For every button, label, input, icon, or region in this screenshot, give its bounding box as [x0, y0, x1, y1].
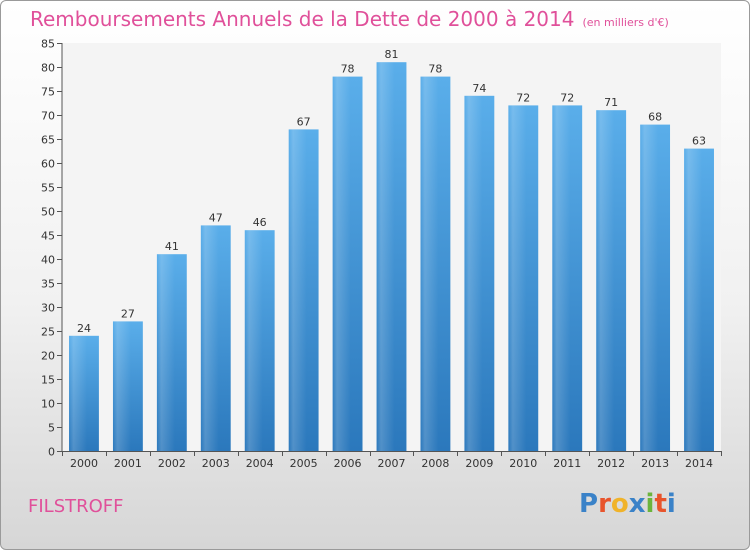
bar-value-label: 81 — [385, 48, 399, 61]
bar-highlight — [69, 335, 99, 451]
bar-highlight — [552, 105, 583, 452]
logo-letter: x — [628, 489, 646, 519]
bar-highlight — [156, 254, 187, 451]
bar-value-label: 27 — [121, 307, 135, 320]
y-tick-label: 0 — [48, 446, 55, 459]
y-tick-label: 60 — [41, 158, 55, 171]
x-tick-label: 2008 — [421, 457, 449, 470]
bar-highlight — [200, 225, 231, 451]
bar-highlight — [112, 321, 143, 451]
bar-highlight — [508, 105, 539, 452]
y-tick-label: 75 — [41, 86, 55, 99]
x-tick-label: 2006 — [334, 457, 362, 470]
y-tick-label: 50 — [41, 206, 55, 219]
proxiti-logo: Proxiti — [579, 489, 676, 519]
x-tick-label: 2014 — [685, 457, 713, 470]
bar-value-label: 47 — [209, 211, 223, 224]
bar-value-label: 24 — [77, 322, 91, 335]
y-tick-label: 40 — [41, 254, 55, 267]
x-tick-label: 2010 — [509, 457, 537, 470]
bar-highlight — [376, 62, 407, 451]
bar-value-label: 41 — [165, 240, 179, 253]
x-tick-label: 2001 — [114, 457, 142, 470]
logo-letter: i — [645, 489, 655, 519]
bar-value-label: 78 — [428, 63, 442, 76]
bar-highlight — [464, 95, 495, 452]
logo-letter: o — [610, 489, 629, 519]
bar-value-label: 72 — [560, 91, 574, 104]
bar-value-label: 67 — [297, 115, 311, 128]
bar-value-label: 72 — [516, 91, 530, 104]
chart-title: Remboursements Annuels de la Dette de 20… — [30, 7, 669, 31]
y-tick-label: 65 — [41, 134, 55, 147]
bar-value-label: 74 — [472, 82, 486, 95]
bar-highlight — [640, 124, 671, 451]
chart-unit: (en milliers d'€) — [582, 16, 669, 29]
bar-value-label: 68 — [648, 111, 662, 124]
logo-letter: t — [654, 489, 667, 519]
y-tick-label: 80 — [41, 62, 55, 75]
x-tick-label: 2004 — [246, 457, 274, 470]
bar-value-label: 71 — [604, 96, 618, 109]
y-tick-label: 25 — [41, 326, 55, 339]
x-tick-label: 2007 — [378, 457, 406, 470]
x-tick-label: 2003 — [202, 457, 230, 470]
bar-highlight — [684, 148, 714, 451]
logo-letter: i — [666, 489, 676, 519]
bar-value-label: 46 — [253, 216, 267, 229]
x-tick-label: 2011 — [553, 457, 581, 470]
x-tick-label: 2013 — [641, 457, 669, 470]
commune-name: FILSTROFF — [28, 496, 124, 517]
x-tick-label: 2002 — [158, 457, 186, 470]
bar-highlight — [420, 76, 451, 451]
bar-value-label: 63 — [692, 135, 706, 148]
y-tick-label: 70 — [41, 110, 55, 123]
y-tick-label: 85 — [41, 38, 55, 51]
y-tick-label: 45 — [41, 230, 55, 243]
x-tick-label: 2000 — [70, 457, 98, 470]
y-tick-label: 35 — [41, 278, 55, 291]
y-tick-label: 55 — [41, 182, 55, 195]
bar-highlight — [596, 110, 627, 451]
bar-highlight — [288, 129, 319, 451]
logo-letter: r — [598, 489, 611, 519]
x-tick-label: 2012 — [597, 457, 625, 470]
x-tick-label: 2005 — [290, 457, 318, 470]
y-tick-label: 30 — [41, 302, 55, 315]
logo-letter: P — [579, 489, 599, 519]
y-tick-label: 20 — [41, 350, 55, 363]
bar-highlight — [332, 76, 363, 451]
chart-title-text: Remboursements Annuels de la Dette de 20… — [30, 7, 575, 31]
bar-highlight — [244, 230, 275, 451]
x-tick-label: 2009 — [465, 457, 493, 470]
y-tick-label: 5 — [48, 422, 55, 435]
bar-value-label: 78 — [341, 63, 355, 76]
y-tick-label: 15 — [41, 374, 55, 387]
y-tick-label: 10 — [41, 398, 55, 411]
